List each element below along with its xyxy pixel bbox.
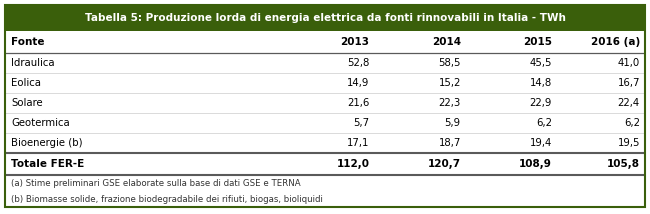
Text: (a) Stime preliminari GSE elaborate sulla base di dati GSE e TERNA: (a) Stime preliminari GSE elaborate sull… <box>11 178 300 187</box>
Bar <box>5 191 645 207</box>
Text: 108,9: 108,9 <box>519 159 552 169</box>
Text: 58,5: 58,5 <box>438 58 461 68</box>
Text: Tabella 5: Produzione lorda di energia elettrica da fonti rinnovabili in Italia : Tabella 5: Produzione lorda di energia e… <box>84 13 566 23</box>
Text: 22,3: 22,3 <box>439 98 461 108</box>
Text: 5,7: 5,7 <box>354 118 370 128</box>
Bar <box>5 113 645 133</box>
Text: 6,2: 6,2 <box>536 118 552 128</box>
Text: 17,1: 17,1 <box>347 138 370 148</box>
Text: 41,0: 41,0 <box>618 58 640 68</box>
Text: Idraulica: Idraulica <box>11 58 55 68</box>
Text: 22,4: 22,4 <box>618 98 640 108</box>
Bar <box>5 53 645 73</box>
Bar <box>5 133 645 153</box>
Text: 2015: 2015 <box>523 37 552 47</box>
Text: 18,7: 18,7 <box>438 138 461 148</box>
Text: Bioenergie (b): Bioenergie (b) <box>11 138 83 148</box>
Bar <box>5 5 645 31</box>
Text: 21,6: 21,6 <box>347 98 370 108</box>
Text: 2014: 2014 <box>432 37 461 47</box>
Text: Solare: Solare <box>11 98 43 108</box>
Text: 6,2: 6,2 <box>624 118 640 128</box>
Text: Fonte: Fonte <box>11 37 44 47</box>
Bar <box>5 31 645 53</box>
Text: (b) Biomasse solide, frazione biodegradabile dei rifiuti, biogas, bioliquidi: (b) Biomasse solide, frazione biodegrada… <box>11 195 323 204</box>
Text: 14,8: 14,8 <box>530 78 552 88</box>
Text: 19,4: 19,4 <box>530 138 552 148</box>
Text: 45,5: 45,5 <box>530 58 552 68</box>
Bar <box>5 93 645 113</box>
Text: 2013: 2013 <box>341 37 370 47</box>
Text: 120,7: 120,7 <box>428 159 461 169</box>
Bar <box>5 153 645 175</box>
Text: 112,0: 112,0 <box>337 159 370 169</box>
Text: 105,8: 105,8 <box>607 159 640 169</box>
Text: 52,8: 52,8 <box>347 58 370 68</box>
Text: 15,2: 15,2 <box>438 78 461 88</box>
Text: Geotermica: Geotermica <box>11 118 70 128</box>
Text: 16,7: 16,7 <box>618 78 640 88</box>
Text: 22,9: 22,9 <box>530 98 552 108</box>
Text: Eolica: Eolica <box>11 78 41 88</box>
Text: 5,9: 5,9 <box>445 118 461 128</box>
Text: 14,9: 14,9 <box>347 78 370 88</box>
Text: Totale FER-E: Totale FER-E <box>11 159 84 169</box>
Bar <box>5 73 645 93</box>
Text: 19,5: 19,5 <box>618 138 640 148</box>
Text: 2016 (a): 2016 (a) <box>591 37 640 47</box>
Bar <box>5 175 645 191</box>
